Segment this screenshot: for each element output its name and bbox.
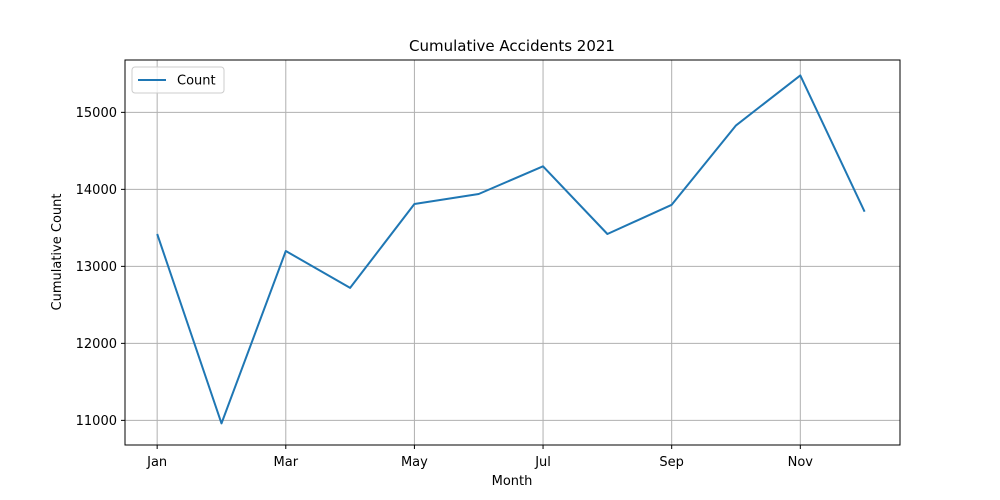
legend: Count xyxy=(131,66,225,94)
x-tick-label: Sep xyxy=(659,455,684,470)
x-tick-label: May xyxy=(401,455,428,470)
y-tick-label: 12000 xyxy=(76,337,117,352)
x-tick-label: Jul xyxy=(534,455,551,470)
series-line-count xyxy=(156,74,866,425)
y-tick-label: 14000 xyxy=(76,183,117,198)
grid xyxy=(125,60,900,445)
x-axis-title: Month xyxy=(492,474,533,489)
x-axis: Jan Mar May Jul Sep Nov xyxy=(146,445,813,470)
y-axis-title: Cumulative Count xyxy=(50,194,65,311)
x-tick-label: Nov xyxy=(788,455,814,470)
legend-label-count: Count xyxy=(177,74,216,89)
y-axis: 11000 12000 13000 14000 15000 xyxy=(76,106,125,429)
plot-frame xyxy=(124,59,901,446)
x-tick-label: Mar xyxy=(274,455,299,470)
y-tick-label: 11000 xyxy=(76,414,117,429)
y-tick-label: 15000 xyxy=(76,106,117,121)
y-tick-label: 13000 xyxy=(76,260,117,275)
legend-box xyxy=(131,66,225,94)
chart-title: Cumulative Accidents 2021 xyxy=(409,37,615,55)
x-tick-label: Jan xyxy=(146,455,167,470)
series-layer xyxy=(156,74,866,425)
